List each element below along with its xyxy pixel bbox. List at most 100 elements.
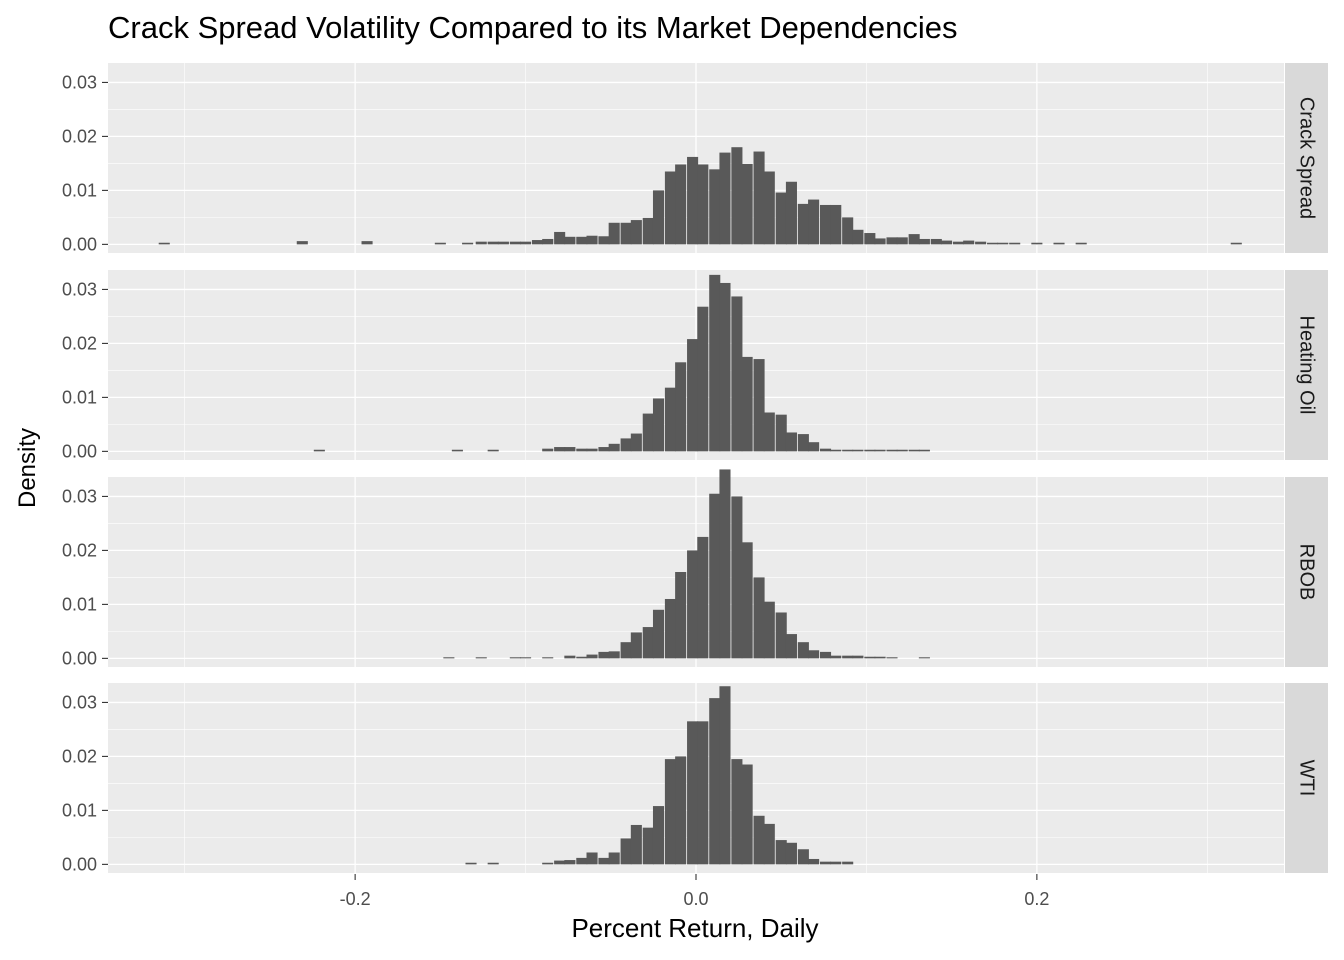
histogram-bar (487, 241, 499, 245)
histogram-bar (864, 449, 876, 452)
histogram-bar (697, 306, 709, 452)
histogram-bar (576, 857, 588, 865)
y-tick-label: 0.02 (62, 746, 97, 766)
histogram-bar (918, 238, 930, 245)
histogram-bar (687, 156, 699, 245)
histogram-bar (652, 806, 665, 865)
histogram-bar (987, 242, 999, 245)
histogram-bar (819, 204, 832, 245)
histogram-bar (608, 651, 620, 659)
histogram-bar (830, 204, 842, 245)
histogram-bar (785, 634, 797, 659)
histogram-bar (361, 241, 373, 245)
x-tick-label: -0.2 (340, 889, 371, 909)
histogram-bar (630, 632, 642, 659)
histogram-bar (675, 756, 687, 865)
histogram-bar (886, 237, 898, 245)
histogram-bar (586, 654, 598, 659)
y-tick-label: 0.00 (62, 648, 97, 668)
histogram-bar (642, 627, 654, 659)
histogram-bar (598, 651, 610, 659)
histogram-bar (808, 650, 820, 659)
histogram-bar (620, 642, 632, 659)
histogram-bar (852, 655, 864, 659)
histogram-bar (608, 222, 620, 245)
histogram-bar (642, 217, 654, 245)
histogram-bar (896, 449, 908, 452)
histogram-bar (487, 449, 499, 452)
y-tick-label: 0.02 (62, 540, 97, 560)
histogram-bar (930, 238, 942, 245)
histogram-bar (586, 448, 598, 452)
histogram-bar (775, 840, 787, 865)
histogram-bar (608, 443, 620, 452)
histogram-bar (642, 413, 654, 452)
histogram-bar (819, 651, 832, 659)
histogram-bar (975, 241, 987, 245)
histogram-bar (830, 449, 842, 452)
histogram-bar (576, 236, 588, 245)
histogram-bar (475, 657, 487, 659)
histogram-bar (819, 861, 832, 865)
histogram-bar (763, 171, 775, 245)
histogram-bar (520, 241, 532, 245)
histogram-bar (542, 657, 554, 659)
histogram-bar (874, 656, 886, 659)
facet-strip (1285, 477, 1328, 667)
facet-strip-label: Heating Oil (1296, 316, 1318, 415)
histogram-bar (753, 359, 765, 452)
histogram-bar (719, 469, 731, 659)
histogram-bar (620, 222, 632, 245)
histogram-bar (886, 449, 898, 452)
histogram-bar (576, 448, 588, 452)
histogram-bar (830, 861, 842, 865)
histogram-bar (785, 181, 797, 245)
histogram-bar (664, 598, 676, 659)
histogram-bar (554, 447, 566, 452)
histogram-bar (598, 447, 610, 452)
histogram-bar (554, 860, 566, 865)
histogram-bar (475, 241, 487, 245)
y-tick-label: 0.01 (62, 387, 97, 407)
histogram-bar (797, 642, 809, 659)
histogram-bar (874, 449, 886, 452)
histogram-bar (785, 432, 797, 452)
x-tick-label: 0.2 (1024, 889, 1049, 909)
y-tick-label: 0.01 (62, 800, 97, 820)
histogram-bar (709, 274, 721, 452)
histogram-bar (775, 612, 787, 659)
histogram-bar (652, 190, 665, 245)
histogram-bar (443, 657, 455, 659)
histogram-bar (941, 240, 953, 245)
histogram-bar (775, 192, 787, 245)
histogram-bar (630, 433, 642, 452)
histogram-bar (808, 858, 820, 865)
histogram-bar (741, 542, 753, 659)
histogram-bar (842, 449, 854, 452)
histogram-bar (487, 862, 499, 865)
y-tick-label: 0.03 (62, 72, 97, 92)
histogram-bar (908, 234, 920, 245)
histogram-bar (963, 240, 975, 245)
x-tick-label: 0.0 (683, 889, 708, 909)
y-tick-label: 0.00 (62, 234, 97, 254)
histogram-bar (709, 169, 721, 245)
histogram-bar (763, 601, 775, 659)
histogram-bar (652, 609, 665, 659)
histogram-bar (509, 657, 521, 659)
histogram-bar (1031, 242, 1043, 245)
histogram-bar (741, 163, 753, 245)
histogram-bar (1053, 242, 1065, 245)
facet-strip-label: RBOB (1296, 544, 1318, 601)
y-tick-label: 0.03 (62, 279, 97, 299)
facet-strip (1285, 270, 1328, 460)
histogram-bar (542, 238, 554, 245)
histogram-bar (874, 238, 886, 245)
histogram-bar (731, 496, 743, 659)
histogram-bar (852, 449, 864, 452)
histogram-bar (852, 229, 864, 245)
histogram-bar (465, 862, 477, 865)
facet-strip-label: Crack Spread (1296, 97, 1318, 219)
histogram-bar (741, 356, 753, 452)
